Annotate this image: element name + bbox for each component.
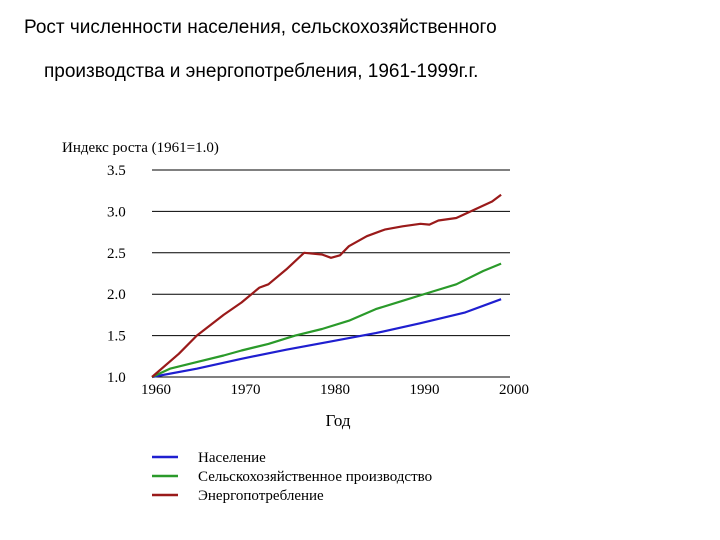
series-line-0	[151, 298, 502, 379]
slide-title: Рост численности населения, сельскохозяй…	[24, 6, 704, 94]
legend-label: Энергопотребление	[198, 488, 324, 504]
y-tick-label: 3.0	[107, 204, 126, 220]
y-tick-label: 1.5	[107, 329, 126, 345]
y-tick-label: 2.0	[107, 287, 126, 303]
x-tick-label: 1980	[320, 382, 350, 398]
y-tick-label: 1.0	[107, 370, 126, 386]
y-tick-label: 3.5	[107, 163, 126, 179]
series-lines	[151, 193, 502, 379]
x-tick-labels: 1960 1970 1980 1990 2000	[141, 382, 529, 398]
y-tick-labels: 1.0 1.5 2.0 2.5 3.0 3.5	[107, 163, 126, 386]
series-line-1	[151, 262, 502, 378]
series-line-2	[151, 193, 502, 378]
y-axis-label: Индекс роста (1961=1.0)	[62, 140, 219, 156]
legend-label: Население	[198, 450, 266, 466]
x-tick-label: 1970	[231, 382, 261, 398]
title-line-2: производства и энергопотребления, 1961-1…	[44, 61, 479, 82]
legend: Население Сельскохозяйственное производст…	[152, 450, 432, 504]
legend-label: Сельскохозяйственное производство	[198, 469, 432, 485]
gridlines	[152, 169, 510, 337]
x-tick-label: 1990	[410, 382, 440, 398]
y-tick-label: 2.5	[107, 246, 126, 262]
title-line-1: Рост численности населения, сельскохозяй…	[24, 17, 497, 38]
x-tick-label: 1960	[141, 382, 171, 398]
x-tick-label: 2000	[499, 382, 529, 398]
x-axis-label: Год	[326, 411, 351, 430]
